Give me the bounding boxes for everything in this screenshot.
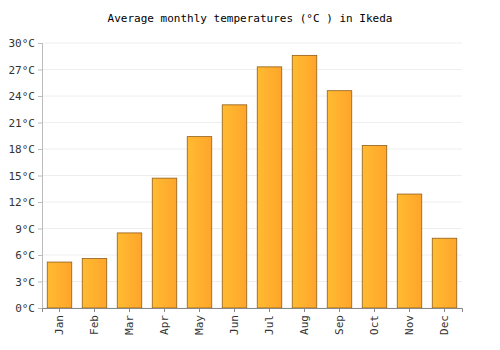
x-axis-line — [43, 309, 463, 313]
x-tick-mark — [339, 308, 340, 312]
x-tick: Sep — [333, 308, 346, 335]
y-tick-label: 3°C — [15, 276, 35, 289]
y-tick-label: 6°C — [15, 249, 35, 262]
x-tick-mark — [199, 308, 200, 312]
x-tick-label: Feb — [88, 315, 101, 335]
grid-line — [42, 122, 462, 123]
x-tick-mark — [269, 308, 270, 312]
x-tick: Jan — [53, 308, 66, 335]
x-tick-mark — [374, 308, 375, 312]
x-tick: Apr — [158, 308, 171, 335]
x-tick-mark — [129, 308, 130, 312]
bar — [397, 194, 422, 308]
bar — [152, 178, 177, 308]
y-tick: 6°C — [15, 249, 42, 262]
grid-line — [42, 43, 462, 44]
y-tick-mark — [38, 202, 42, 203]
y-tick-mark — [38, 123, 42, 124]
x-axis: Jan Feb Mar Apr May Jun Jul Aug Sep Oct Nov Dec — [43, 308, 463, 335]
x-tick-label: Apr — [158, 315, 171, 335]
x-tick-label: Sep — [333, 315, 346, 335]
y-tick-mark — [38, 149, 42, 150]
y-tick-mark — [38, 229, 42, 230]
y-tick-label: 21°C — [9, 117, 36, 130]
y-tick: 0°C — [15, 302, 42, 315]
y-tick: 30°C — [9, 37, 43, 50]
y-tick-mark — [38, 43, 42, 44]
grid-line — [42, 149, 462, 150]
y-tick: 15°C — [9, 170, 43, 183]
y-tick-label: 30°C — [9, 37, 36, 50]
bar — [117, 233, 142, 308]
y-tick: 12°C — [9, 196, 43, 209]
bar — [362, 145, 387, 308]
grid-line — [42, 96, 462, 97]
y-tick: 3°C — [15, 276, 42, 289]
x-tick-mark — [304, 308, 305, 312]
y-tick-label: 24°C — [9, 90, 36, 103]
y-tick-mark — [38, 282, 42, 283]
bar — [47, 262, 72, 308]
y-tick: 21°C — [9, 117, 43, 130]
bar — [327, 91, 352, 308]
x-tick-mark — [444, 308, 445, 312]
chart-svg: 0°C 3°C 6°C 9°C 12°C 15°C 18°C 21°C 24°C 27°C 30°C… — [0, 0, 500, 350]
bar — [187, 137, 212, 308]
bar — [82, 259, 107, 308]
x-tick-label: Oct — [368, 315, 381, 335]
plot-area: 0°C 3°C 6°C 9°C 12°C 15°C 18°C 21°C 24°C 27°C 30°C… — [9, 37, 463, 335]
grid — [42, 43, 462, 308]
chart-title: Average monthly temperatures (°C ) in Ik… — [108, 12, 393, 25]
x-tick-label: May — [193, 315, 206, 335]
y-tick: 18°C — [9, 143, 43, 156]
x-tick-label: Nov — [403, 315, 416, 335]
y-tick-label: 0°C — [15, 302, 35, 315]
x-tick-label: Jan — [53, 315, 66, 335]
x-tick-mark — [59, 308, 60, 312]
y-tick-label: 15°C — [9, 170, 36, 183]
x-tick-label: Mar — [123, 315, 136, 335]
x-tick-mark — [164, 308, 165, 312]
y-tick-label: 18°C — [9, 143, 36, 156]
bar — [432, 238, 457, 308]
x-tick: Oct — [368, 308, 381, 335]
x-tick-label: Aug — [298, 315, 311, 335]
y-axis-line — [38, 44, 43, 309]
grid-line — [42, 175, 462, 176]
bar — [257, 67, 282, 308]
x-tick: May — [193, 308, 206, 335]
x-tick-label: Jun — [228, 315, 241, 335]
grid-line — [42, 69, 462, 70]
x-tick: Jun — [228, 308, 241, 335]
y-tick: 27°C — [9, 64, 43, 77]
y-tick-label: 12°C — [9, 196, 36, 209]
x-tick: Dec — [438, 308, 451, 335]
bar — [292, 55, 317, 308]
x-tick-mark — [234, 308, 235, 312]
y-tick: 24°C — [9, 90, 43, 103]
y-tick-mark — [38, 255, 42, 256]
x-tick-label: Jul — [263, 315, 276, 335]
x-tick-mark — [409, 308, 410, 312]
x-tick: Aug — [298, 308, 311, 335]
y-tick-mark — [38, 308, 42, 309]
x-tick: Mar — [123, 308, 136, 335]
bars — [47, 55, 457, 308]
x-tick: Feb — [88, 308, 101, 335]
chart-container: 0°C 3°C 6°C 9°C 12°C 15°C 18°C 21°C 24°C 27°C 30°C… — [0, 0, 500, 350]
y-axis: 0°C 3°C 6°C 9°C 12°C 15°C 18°C 21°C 24°C 27°C 30°C — [9, 37, 43, 315]
bar — [222, 105, 247, 308]
y-tick-mark — [38, 96, 42, 97]
x-tick-mark — [94, 308, 95, 312]
y-tick: 9°C — [15, 223, 42, 236]
y-tick-mark — [38, 70, 42, 71]
x-tick: Nov — [403, 308, 416, 335]
x-tick-label: Dec — [438, 315, 451, 335]
x-tick: Jul — [263, 308, 276, 335]
y-tick-label: 9°C — [15, 223, 35, 236]
y-tick-label: 27°C — [9, 64, 36, 77]
y-tick-mark — [38, 176, 42, 177]
